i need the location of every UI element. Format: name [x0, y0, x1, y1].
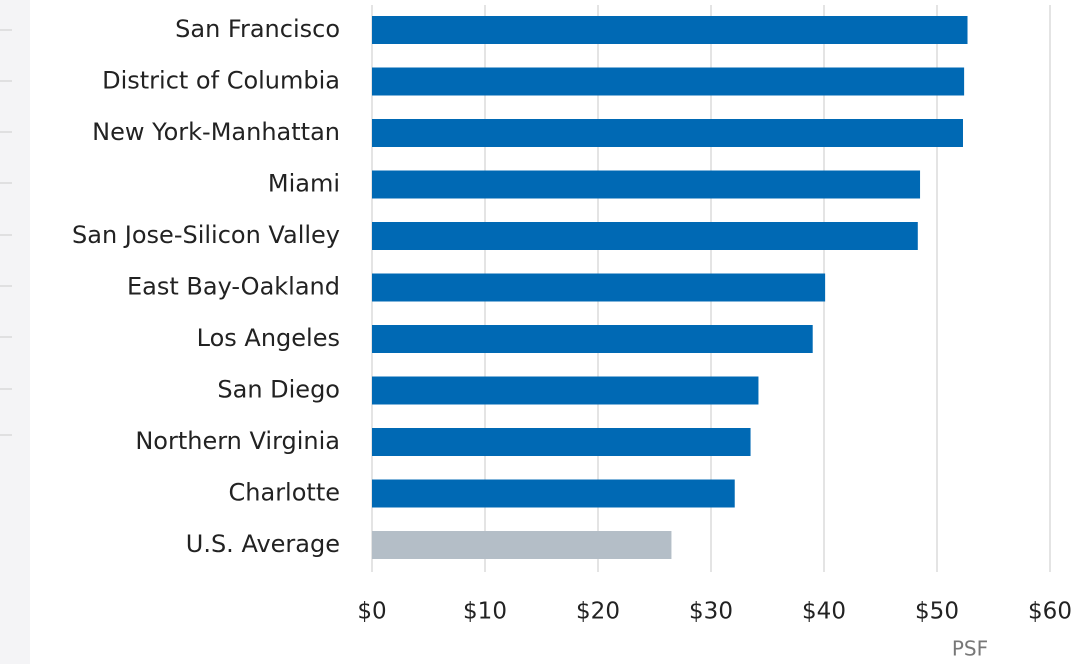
bar	[372, 170, 921, 199]
bar	[372, 479, 735, 508]
x-tick-label: $50	[915, 599, 959, 625]
x-tick-label: $30	[689, 599, 733, 625]
y-tick-label: East Bay-Oakland	[127, 273, 340, 301]
y-tick-label: Northern Virginia	[135, 427, 340, 455]
bar	[372, 428, 751, 456]
x-tick-label: $10	[463, 599, 507, 625]
y-tick-label: District of Columbia	[102, 67, 340, 95]
bar	[372, 325, 813, 353]
y-tick-label: San Jose-Silicon Valley	[72, 221, 340, 249]
bar	[372, 273, 826, 302]
x-tick-label: $20	[576, 599, 620, 625]
x-tick-label: $40	[802, 599, 846, 625]
side-panel	[0, 0, 30, 664]
y-tick-label: U.S. Average	[186, 530, 340, 558]
side-ticks	[0, 29, 12, 436]
x-axis-label: PSF	[952, 637, 988, 661]
bar	[372, 67, 965, 96]
bar	[372, 16, 968, 44]
y-tick-label: San Diego	[217, 376, 340, 404]
y-tick-label: Los Angeles	[197, 324, 340, 352]
bar	[372, 531, 672, 559]
x-tick-label: $0	[357, 599, 386, 625]
bar	[372, 222, 918, 250]
x-tick-label: $60	[1028, 599, 1072, 625]
y-tick-label: Charlotte	[229, 479, 340, 507]
bar	[372, 119, 963, 147]
bar	[372, 376, 759, 405]
y-tick-label: San Francisco	[175, 15, 340, 43]
y-tick-label: New York-Manhattan	[92, 118, 340, 146]
y-tick-label: Miami	[268, 170, 340, 198]
